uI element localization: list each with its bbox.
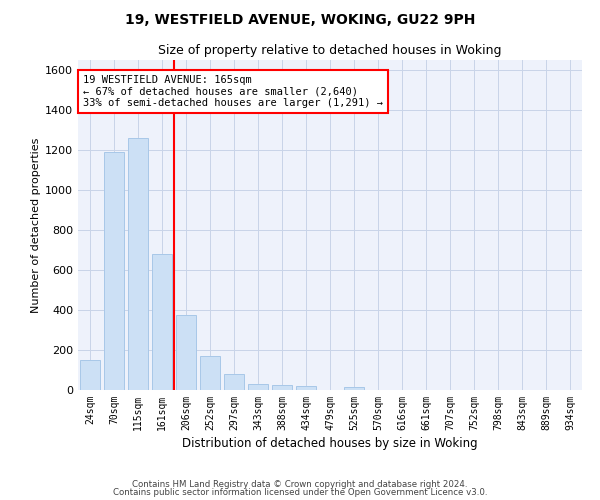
Text: 19, WESTFIELD AVENUE, WOKING, GU22 9PH: 19, WESTFIELD AVENUE, WOKING, GU22 9PH xyxy=(125,12,475,26)
Bar xyxy=(248,384,268,390)
Bar xyxy=(200,356,220,390)
Bar xyxy=(224,374,244,390)
Text: Contains HM Land Registry data © Crown copyright and database right 2024.: Contains HM Land Registry data © Crown c… xyxy=(132,480,468,489)
Bar xyxy=(104,152,124,390)
Text: 19 WESTFIELD AVENUE: 165sqm
← 67% of detached houses are smaller (2,640)
33% of : 19 WESTFIELD AVENUE: 165sqm ← 67% of det… xyxy=(83,75,383,108)
Text: Contains public sector information licensed under the Open Government Licence v3: Contains public sector information licen… xyxy=(113,488,487,497)
Bar xyxy=(128,138,148,390)
Bar xyxy=(152,254,172,390)
Bar xyxy=(296,386,316,390)
Bar xyxy=(176,315,196,390)
Bar xyxy=(272,385,292,390)
Bar xyxy=(80,360,100,390)
X-axis label: Distribution of detached houses by size in Woking: Distribution of detached houses by size … xyxy=(182,437,478,450)
Bar xyxy=(344,387,364,390)
Title: Size of property relative to detached houses in Woking: Size of property relative to detached ho… xyxy=(158,44,502,58)
Y-axis label: Number of detached properties: Number of detached properties xyxy=(31,138,41,312)
